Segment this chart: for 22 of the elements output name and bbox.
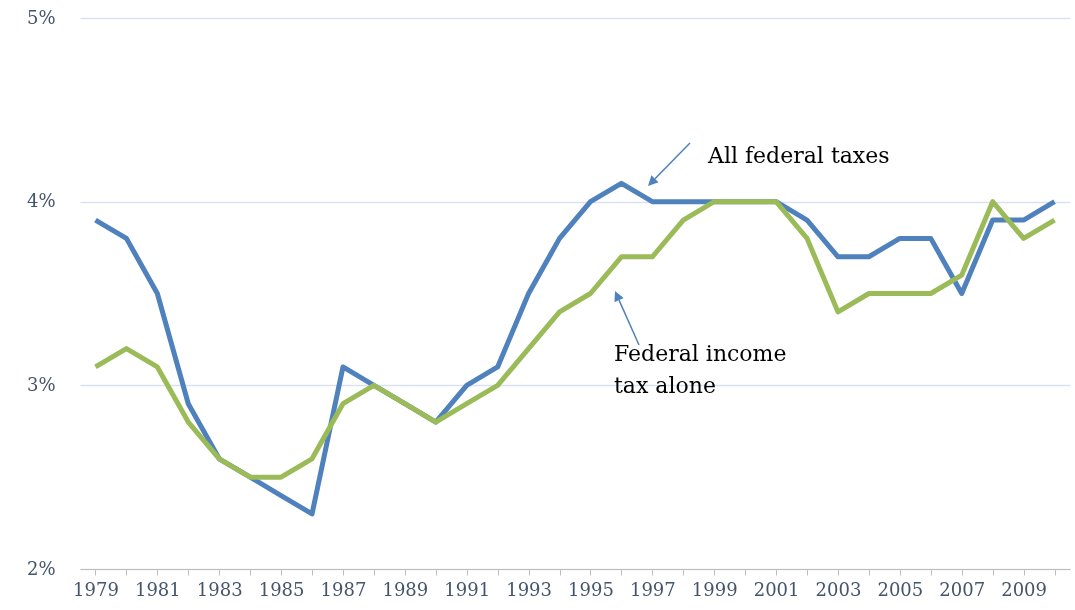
annotation: Federal income tax alone [614, 341, 787, 398]
x-tick-label: 1997 [629, 578, 676, 600]
y-tick-label: 3% [26, 373, 56, 395]
x-tick-label: 2003 [815, 578, 862, 600]
x-tick-label: 1991 [444, 578, 491, 600]
x-tick-label: 1987 [320, 578, 367, 600]
x-tick-label: 1993 [506, 578, 552, 600]
x-tick-label: 1999 [691, 578, 738, 600]
x-tick-label: 2009 [1001, 578, 1047, 600]
x-tick-label: 1983 [196, 578, 243, 600]
x-tick-label: 1985 [258, 578, 305, 600]
y-tick-label: 2% [26, 557, 56, 579]
x-tick-label: 1981 [134, 578, 181, 600]
y-tick-label: 5% [26, 6, 56, 28]
x-tick-label: 2001 [753, 578, 800, 600]
annotation: All federal taxes [707, 143, 890, 168]
x-tick-label: 2007 [939, 578, 986, 600]
x-tick-label: 1979 [73, 578, 119, 600]
x-tick-label: 1989 [382, 578, 429, 600]
x-tick-label: 2005 [877, 578, 924, 600]
x-tick-label: 1995 [568, 578, 614, 600]
y-tick-label: 4% [26, 190, 56, 212]
